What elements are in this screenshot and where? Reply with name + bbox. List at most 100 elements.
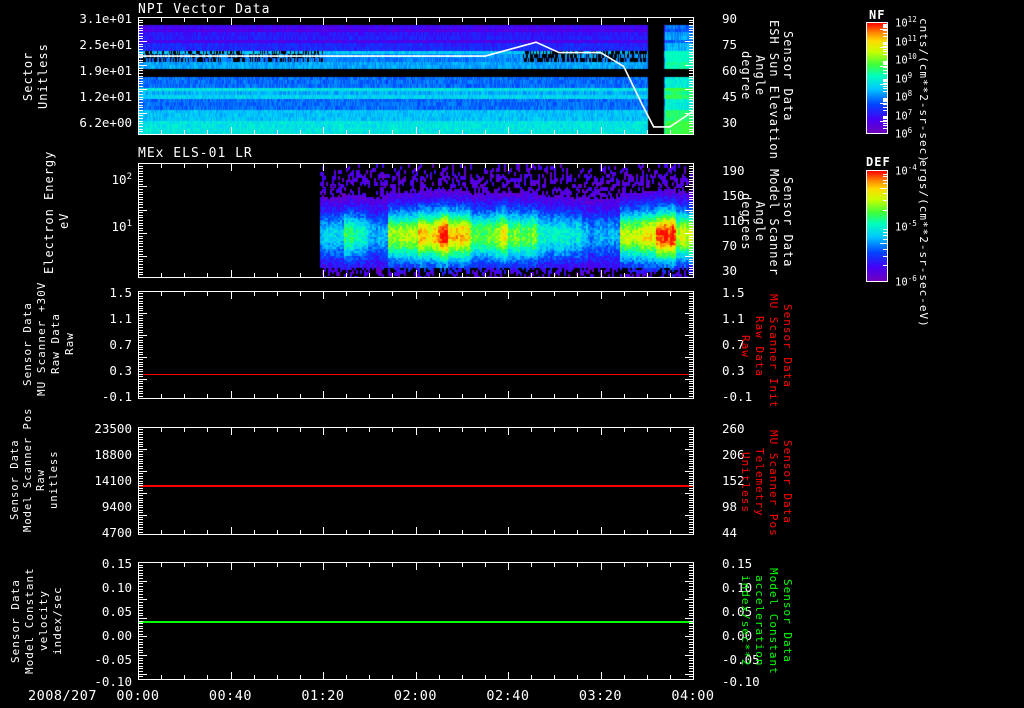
p4-ytick-4: 4700 xyxy=(101,525,132,540)
colorbar-def-unit: ergs/(cm**2-sr-sec-eV) xyxy=(916,160,930,328)
p5-right-title-2: acceleration xyxy=(752,565,766,677)
els-rt-l2: Angle xyxy=(752,201,767,243)
els-right-ytick-2: 110 xyxy=(722,213,745,228)
p4-left-title-2: Raw xyxy=(35,428,47,532)
p4-ytick-3: 9400 xyxy=(101,499,132,514)
p4-lt-l2: Raw xyxy=(35,469,47,491)
p4-lt-l1: Model Scanner Pos xyxy=(22,407,34,532)
p3-lt-l2: Raw Data xyxy=(49,313,62,375)
p3-ytick-3: 0.3 xyxy=(109,363,132,378)
p5-rt-l3: index/sec**2 xyxy=(738,575,752,667)
p4-right-title-0: Sensor Data xyxy=(780,430,794,534)
els-left-axis-subtitle: eV xyxy=(57,168,71,274)
colorbar-def[interactable] xyxy=(866,170,888,282)
colorbar-nf-gradient xyxy=(867,23,887,133)
p4-lt-l3: unitless xyxy=(48,450,60,510)
p4-ytick-2: 14100 xyxy=(94,473,132,488)
cb1ticks-tick-0: 1012 xyxy=(895,15,917,30)
p5-ytick-5: -0.10 xyxy=(94,674,132,689)
cb1ticks-tick-4: 108 xyxy=(895,89,913,104)
npi-ytick-0: 3.1e+01 xyxy=(79,11,132,26)
npi-spectrogram xyxy=(139,18,693,134)
npi-ytick-3: 1.2e+01 xyxy=(79,89,132,104)
p3-lt-l1: MU Scanner +30V xyxy=(35,281,48,396)
panel-npi-plot-frame[interactable] xyxy=(138,17,694,135)
p3-right-ytick-4: -0.1 xyxy=(722,389,753,404)
p4-right-ytick-0: 260 xyxy=(722,421,745,436)
cb2ticks-tick-1: 10-5 xyxy=(895,218,917,234)
p3-right-title-0: Sensor Data xyxy=(781,294,794,398)
npi-right-ytick-0: 90 xyxy=(722,11,738,26)
p5-rt-l0: Sensor Data xyxy=(780,579,794,663)
p3-right-title-3: Raw xyxy=(739,294,752,398)
p5-lt-l0: Sensor Data xyxy=(9,579,22,663)
time-tick-5: 03:20 xyxy=(578,688,623,704)
time-tick-6: 04:00 xyxy=(671,688,715,704)
p3-right-ytick-1: 1.1 xyxy=(722,311,745,326)
panel-model-constant-velocity-frame[interactable] xyxy=(138,562,694,680)
colorbar-nf-label: NF xyxy=(869,8,886,22)
cb1ticks-tick-5: 107 xyxy=(895,107,913,123)
p3-ytick-4: -0.1 xyxy=(101,389,132,404)
cb1ticks-tick-6: 106 xyxy=(895,126,913,141)
panel-model-scanner-pos-frame[interactable] xyxy=(138,427,694,535)
p4-left-title-1: Model Scanner Pos xyxy=(22,408,34,532)
npi-right-axis-title-0: Sensor Data xyxy=(780,20,795,132)
els-right-ytick-4: 30 xyxy=(722,263,738,278)
els-rt-l0: Sensor Data xyxy=(780,176,795,268)
p4-rt-l3: Unitless xyxy=(738,451,752,513)
npi-right-ytick-1: 75 xyxy=(722,37,738,52)
sun-elevation-overlay-line xyxy=(139,41,693,128)
p5-rt-l1: Model Constant xyxy=(766,567,780,675)
p5-ytick-2: 0.05 xyxy=(101,604,132,619)
p5-right-ytick-0: 0.15 xyxy=(722,556,753,571)
p4-right-title-1: MU Scanner Pos xyxy=(766,430,780,537)
p3-right-ytick-2: 0.7 xyxy=(722,337,745,352)
els-right-axis-title-3: degrees xyxy=(739,166,753,278)
p5-right-title-3: index/sec**2 xyxy=(738,565,752,677)
panel-els-plot-frame[interactable] xyxy=(138,163,694,278)
p3-rt-l1: MU Scanner Init xyxy=(766,294,780,409)
p5-right-title-0: Sensor Data xyxy=(780,565,794,677)
time-tick-3: 02:00 xyxy=(393,688,438,704)
p3-ytick-1: 1.1 xyxy=(109,311,132,326)
npi-ytick-4: 6.2e+00 xyxy=(79,115,132,130)
p3-left-title-1: MU Scanner +30V xyxy=(35,282,48,396)
p4-rt-l0: Sensor Data xyxy=(780,440,794,524)
p5-right-title-1: Model Constant xyxy=(766,565,780,677)
p3-rt-l2: Raw Data xyxy=(752,315,766,377)
p4-right-ytick-1: 206 xyxy=(722,447,745,462)
npi-rt-l0: Sensor Data xyxy=(780,30,795,122)
p4-left-title-0: Sensor Data xyxy=(9,428,21,532)
p3-ytick-0: 1.5 xyxy=(109,285,132,300)
p3-right-ytick-0: 1.5 xyxy=(722,285,745,300)
p5-left-title-3: index/sec xyxy=(51,565,64,677)
p5-ytick-3: 0.00 xyxy=(101,628,132,643)
els-ytick-1: 101 xyxy=(111,219,132,235)
p5-right-ytick-2: 0.05 xyxy=(722,604,753,619)
cb1ticks-tick-3: 109 xyxy=(895,70,913,86)
colorbar-nf[interactable] xyxy=(866,22,888,134)
els-spectrogram xyxy=(139,164,693,277)
npi-left-axis-title: Sector xyxy=(21,24,35,128)
npi-rt-l1: ESH Sun Elevation xyxy=(766,20,781,160)
npi-right-ytick-2: 60 xyxy=(722,63,738,78)
els-left-axis-title: Electron Energy xyxy=(42,151,56,274)
panel-mu-scanner-raw-frame[interactable] xyxy=(138,291,694,399)
els-right-ytick-3: 70 xyxy=(722,238,738,253)
time-tick-2: 01:20 xyxy=(301,688,345,704)
npi-right-ytick-4: 30 xyxy=(722,115,738,130)
p5-rt-l2: acceleration xyxy=(752,575,766,667)
p3-right-ytick-3: 0.3 xyxy=(722,363,745,378)
p3-lt-l0: Sensor Data xyxy=(21,302,34,386)
p4-rt-l1: MU Scanner Pos xyxy=(766,430,780,537)
time-tick-4: 02:40 xyxy=(486,688,530,704)
p3-right-title-1: MU Scanner Init xyxy=(767,294,780,408)
p5-ytick-1: 0.10 xyxy=(101,580,132,595)
cb1ticks-tick-2: 1010 xyxy=(895,52,917,67)
els-right-ytick-1: 150 xyxy=(722,188,745,203)
p5-lt-l3: index/sec xyxy=(51,586,64,656)
mu-scanner-init-trace xyxy=(139,373,693,376)
p5-left-title-2: velocity xyxy=(37,565,50,677)
panel-title-els: MEx ELS-01 LR xyxy=(138,146,253,161)
